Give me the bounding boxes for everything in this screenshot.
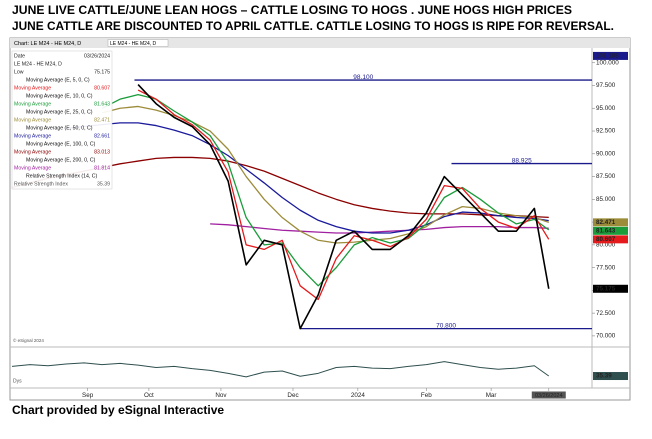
legend-text: Moving Average	[14, 117, 51, 123]
series-line	[210, 223, 549, 234]
legend-box	[11, 50, 113, 190]
series-line	[65, 122, 549, 234]
value-box	[593, 218, 628, 227]
level-label: 98.100	[353, 74, 373, 81]
value-box-label: 82.471	[596, 219, 616, 226]
copyright: © eSignal 2024	[13, 337, 44, 343]
legend-text: Moving Average (E, 200, 0, C)	[26, 157, 96, 163]
legend-text: Moving Average (E, 100, 0, C)	[26, 141, 96, 147]
value-box-label: 35.39	[596, 373, 612, 380]
x-tick-label: Sep	[82, 392, 94, 399]
x-tick-label: Oct	[144, 392, 154, 399]
y-tick-label: 72.500	[596, 310, 616, 317]
value-box-label: 81.643	[596, 228, 616, 235]
y-tick-label: 97.500	[596, 82, 616, 89]
value-box-label: 75.175	[596, 285, 616, 292]
legend-text: Moving Average (E, 25, 0, C)	[26, 109, 93, 115]
value-box	[593, 372, 628, 381]
legend-value: 81.643	[94, 101, 110, 107]
legend-value: 83.013	[94, 149, 110, 155]
level-label: 70.800	[436, 322, 456, 329]
header-line: JUNE LIVE CATTLE/JUNE LEAN HOGS – CATTLE…	[12, 5, 572, 17]
legend-value: 03/26/2024	[84, 53, 110, 59]
x-tick-label: Nov	[215, 392, 227, 399]
legend-text: Moving Average	[14, 133, 51, 139]
legend-value: 75.175	[94, 69, 110, 75]
x-cursor-box	[531, 391, 566, 399]
legend-text: Moving Average (E, 50, 0, C)	[26, 125, 93, 131]
y-tick-label: 77.500	[596, 264, 616, 271]
value-box-label: 80.607	[596, 236, 616, 243]
footer: Chart provided by eSignal Interactive	[12, 403, 224, 417]
legend-text: Moving Average	[14, 165, 51, 171]
symbol-dropdown[interactable]	[107, 39, 169, 47]
level-label: 88.925	[512, 157, 532, 164]
legend-value: 82.661	[94, 133, 110, 139]
legend-text: Moving Average	[14, 85, 51, 91]
toolbar	[10, 38, 630, 48]
legend-text: Low	[14, 69, 24, 75]
legend-value: 81.814	[94, 165, 110, 171]
value-box	[593, 284, 628, 293]
series-line	[101, 93, 550, 287]
legend-text: Date	[14, 53, 25, 59]
value-box	[593, 51, 628, 60]
legend-value: 80.607	[94, 85, 110, 91]
legend-text: Moving Average (E, 5, 0, C)	[26, 77, 90, 83]
y-tick-label: 100.000	[596, 59, 619, 66]
series-line	[137, 89, 550, 301]
legend-value: 35.39	[97, 181, 110, 187]
series-line	[11, 361, 550, 378]
x-tick-label: 2024	[351, 392, 366, 399]
series-line	[137, 84, 550, 330]
y-tick-label: 90.000	[596, 150, 616, 157]
y-tick-label: 70.000	[596, 333, 616, 340]
x-tick-label: Feb	[421, 392, 432, 399]
legend-value: 82.471	[94, 117, 110, 123]
value-box-label: 101.188	[596, 53, 619, 60]
legend-text: Moving Average	[14, 101, 51, 107]
period-label: Dys	[13, 378, 22, 384]
legend-text: LE M24 - HE M24, D	[14, 61, 62, 67]
y-tick-label: 80.000	[596, 242, 616, 249]
x-tick-label: Mar	[486, 392, 497, 399]
y-tick-label: 85.000	[596, 196, 616, 203]
value-box	[593, 226, 628, 235]
x-tick-label: 03/26/2024	[535, 393, 563, 399]
y-tick-label: 95.000	[596, 105, 616, 112]
legend-text: Moving Average	[14, 149, 51, 155]
legend-text: Relative Strength Index (14, C)	[26, 173, 97, 179]
legend-text: Relative Strength Index	[14, 181, 68, 187]
header-line: JUNE CATTLE ARE DISCOUNTED TO APRIL CATT…	[12, 21, 614, 33]
y-tick-label: 87.500	[596, 173, 616, 180]
value-box	[593, 235, 628, 244]
symbol-dropdown-text[interactable]: LE M24 - HE M24, D	[110, 41, 157, 47]
legend-text: Moving Average (E, 10, 0, C)	[26, 93, 93, 99]
y-tick-label: 92.500	[596, 128, 616, 135]
toolbar-title: Chart: LE M24 - HE M24, D	[14, 41, 81, 47]
x-tick-label: Dec	[287, 392, 298, 399]
